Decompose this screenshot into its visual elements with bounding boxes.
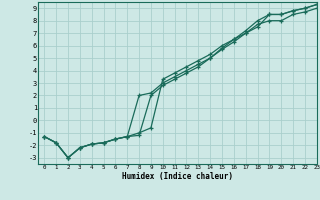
X-axis label: Humidex (Indice chaleur): Humidex (Indice chaleur): [122, 172, 233, 181]
